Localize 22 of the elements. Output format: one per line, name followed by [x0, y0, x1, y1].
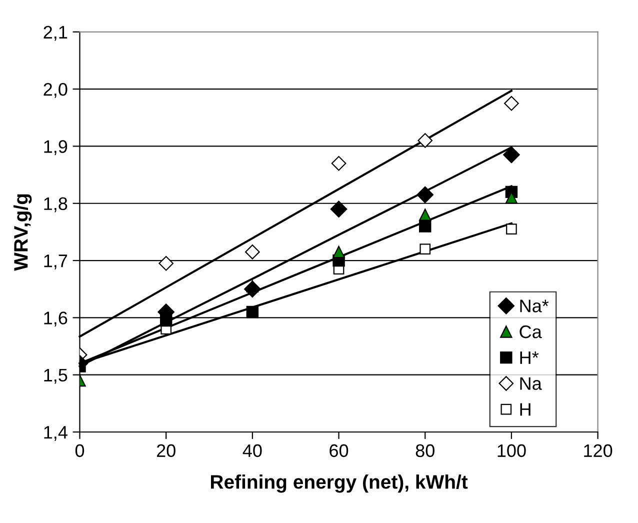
- legend-label: Na*: [520, 300, 549, 312]
- y-axis-title: WRV,g/g: [14, 194, 32, 271]
- y-tick-label: 2,0: [44, 82, 68, 98]
- legend-label: H: [520, 403, 530, 416]
- x-tick-label: 100: [498, 444, 526, 458]
- x-tick-label: 80: [416, 444, 434, 458]
- y-tick-label: 2,1: [44, 26, 68, 41]
- y-tick-label: 1,9: [44, 140, 68, 156]
- x-axis-title: Refining energy (net), kWh/t: [211, 474, 468, 493]
- x-tick-label: 40: [242, 444, 262, 458]
- y-tick-label: 1,7: [44, 254, 68, 270]
- legend-label: Na: [520, 377, 542, 390]
- x-tick-label: 20: [156, 444, 176, 458]
- y-tick-label: 1,6: [44, 312, 68, 327]
- legend-label: Ca: [520, 325, 542, 338]
- x-tick-label: 120: [584, 444, 612, 458]
- x-tick-label: 0: [75, 444, 84, 458]
- y-tick-label: 1,5: [44, 368, 68, 384]
- y-tick-label: 1,8: [44, 197, 68, 212]
- x-tick-label: 60: [330, 444, 348, 458]
- y-tick-label: 1,4: [44, 426, 68, 441]
- legend-label: H*: [520, 351, 539, 364]
